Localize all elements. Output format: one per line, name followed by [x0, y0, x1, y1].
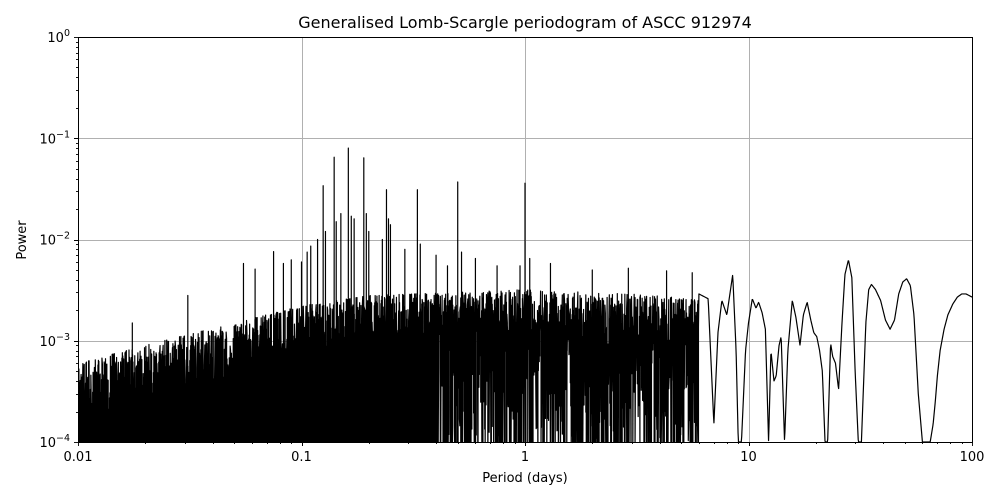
x-tick-label: 1 [521, 450, 529, 465]
x-tick-label: 0.1 [291, 450, 312, 465]
y-tick-label: 10−1 [39, 129, 70, 147]
y-tick-label: 100 [47, 28, 70, 46]
plot-area [78, 147, 972, 442]
y-tick-label: 10−3 [39, 332, 70, 350]
x-tick-label: 10 [740, 450, 757, 465]
x-tick-label: 100 [960, 450, 985, 465]
x-axis-label: Period (days) [482, 471, 568, 486]
y-axis: 100 10−1 10−2 10−3 10−4 [39, 28, 78, 451]
x-axis: 0.01 0.1 1 10 100 [64, 442, 985, 465]
chart-title: Generalised Lomb-Scargle periodogram of … [298, 13, 752, 32]
y-axis-label: Power [15, 220, 30, 260]
power-series-line [78, 147, 972, 442]
y-tick-label: 10−2 [39, 231, 70, 249]
x-tick-label: 0.01 [64, 450, 93, 465]
y-tick-label: 10−4 [39, 433, 70, 451]
